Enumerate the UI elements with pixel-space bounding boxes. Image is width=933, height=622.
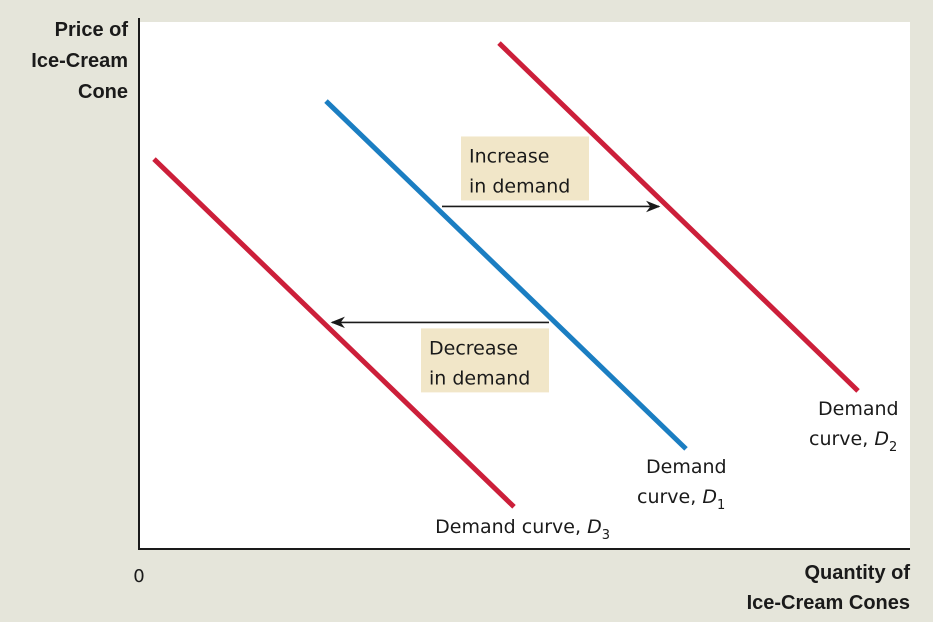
demand-curve-label-d3: Demand curve, D3: [435, 516, 610, 543]
x-axis-title-line: Quantity of: [804, 562, 910, 584]
shift-annotations: Increase in demand Decrease in demand: [330, 136, 661, 393]
curve-label-subscript: 2: [889, 440, 897, 455]
demand-curves: [152, 41, 860, 509]
origin-label: 0: [133, 566, 144, 587]
demand-curve-line-d2: [497, 41, 860, 393]
y-axis-title-line: Cone: [78, 81, 128, 103]
curve-label-letter: D: [874, 428, 889, 450]
curve-label-text: curve,: [809, 428, 874, 450]
demand-curve-label-d1: Demand curve, D1: [637, 456, 727, 513]
curve-label-letter: D: [702, 486, 717, 508]
shift-label-line: in demand: [429, 367, 530, 389]
shift-label-line: in demand: [469, 175, 570, 197]
chart-labels: Price of Ice-Cream Cone Quantity of Ice-Crea…: [31, 19, 910, 614]
x-axis-title-line: Ice-Cream Cones: [747, 592, 910, 614]
shift-label-left: Decrease in demand: [429, 337, 530, 389]
curve-label-subscript: 1: [717, 498, 725, 513]
y-axis-title: Price of Ice-Cream Cone: [31, 19, 128, 103]
shift-label-box-right: [461, 136, 589, 201]
plot-area: [139, 22, 910, 549]
curve-label-text: Demand curve,: [435, 516, 587, 538]
curve-label-letter: D: [587, 516, 602, 538]
shift-label-right: Increase in demand: [469, 145, 570, 197]
curve-label-text: Demand: [818, 398, 899, 420]
curve-label-text: curve,: [637, 486, 702, 508]
curve-label-text: Demand: [646, 456, 727, 478]
demand-curve-line-d1: [324, 99, 688, 451]
demand-curve-line-d3: [152, 157, 516, 509]
shift-label-line: Increase: [469, 145, 549, 167]
y-axis-title-line: Ice-Cream: [31, 50, 128, 72]
shift-label-box-left: [421, 328, 549, 393]
demand-curve-label-d2: Demand curve, D2: [809, 398, 899, 455]
shift-label-line: Decrease: [429, 337, 518, 359]
x-axis-title: Quantity of Ice-Cream Cones: [747, 562, 911, 614]
curve-label-subscript: 3: [602, 528, 610, 543]
y-axis-title-line: Price of: [55, 19, 129, 41]
axes: [138, 18, 910, 550]
